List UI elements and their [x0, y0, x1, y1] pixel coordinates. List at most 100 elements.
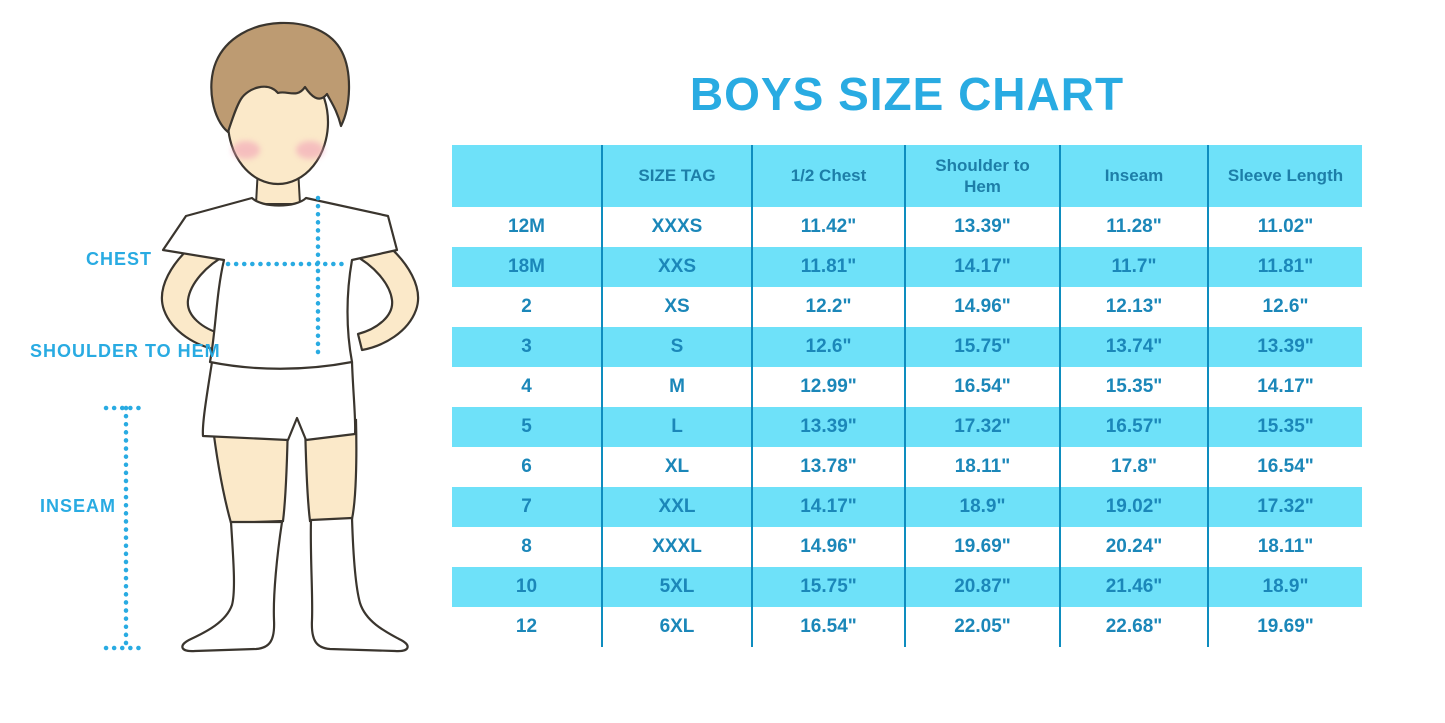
value-cell: XXL: [601, 487, 752, 527]
value-cell: 12.6": [751, 327, 905, 367]
value-cell: 16.54": [1207, 447, 1362, 487]
value-cell: XXS: [601, 247, 752, 287]
table-row: 7 XXL 14.17" 18.9" 19.02" 17.32": [452, 487, 1362, 527]
value-cell: 6XL: [601, 607, 752, 647]
value-cell: 18.9": [1207, 567, 1362, 607]
value-cell: 19.69": [904, 527, 1060, 567]
size-cell: 12: [515, 616, 538, 637]
value-cell: 22.05": [904, 607, 1060, 647]
value-cell: 20.87": [904, 567, 1060, 607]
size-cell: 4: [521, 376, 532, 397]
table-row: 6 XL 13.78" 18.11" 17.8" 16.54": [452, 447, 1362, 487]
value-cell: 13.78": [751, 447, 905, 487]
figure-right-arm: [350, 240, 420, 352]
value-cell: 13.39": [751, 407, 905, 447]
value-cell: 16.57": [1059, 407, 1208, 447]
figure-left-leg: [210, 418, 290, 525]
value-cell: 19.02": [1059, 487, 1208, 527]
figure-right-sock: [309, 516, 409, 653]
value-cell: 20.24": [1059, 527, 1208, 567]
shoulder-to-hem-label: SHOULDER TO HEM: [30, 341, 221, 361]
value-cell: 11.7": [1059, 247, 1208, 287]
value-cell: 17.8": [1059, 447, 1208, 487]
value-cell: 18.11": [1207, 527, 1362, 567]
value-cell: 19.69": [1207, 607, 1362, 647]
value-cell: 11.42": [751, 207, 905, 247]
size-table: SIZE TAG 1/2 Chest Shoulder to Hem Inseam Sl…: [452, 145, 1362, 647]
value-cell: 13.39": [1207, 327, 1362, 367]
header-cell: SIZE TAG: [601, 145, 752, 207]
table-row: 2 XS 12.2" 14.96" 12.13" 12.6": [452, 287, 1362, 327]
size-cell: 3: [452, 327, 602, 367]
inseam-label: INSEAM: [40, 496, 117, 516]
value-cell: 12.2": [751, 287, 905, 327]
value-cell: 18.9": [904, 487, 1060, 527]
header-cell: Shoulder to Hem: [904, 145, 1060, 207]
value-cell: 12.13": [1059, 287, 1208, 327]
header-cell-empty: [452, 145, 602, 207]
header-cell: Sleeve Length: [1207, 145, 1362, 207]
size-cell: 2: [521, 296, 532, 317]
value-cell: XL: [601, 447, 752, 487]
value-cell: 17.32": [1207, 487, 1362, 527]
size-cell: 12M: [508, 216, 545, 237]
table-row: 8 XXXL 14.96" 19.69" 20.24" 18.11": [452, 527, 1362, 567]
figure-shirt: [161, 196, 399, 370]
value-cell: 21.46": [1059, 567, 1208, 607]
figure-left-sock: [181, 520, 284, 653]
value-cell: 5XL: [601, 567, 752, 607]
value-cell: 15.75": [751, 567, 905, 607]
value-cell: 15.75": [904, 327, 1060, 367]
value-cell: 14.17": [904, 247, 1060, 287]
value-cell: 11.28": [1059, 207, 1208, 247]
size-cell: 5: [452, 407, 602, 447]
value-cell: M: [601, 367, 752, 407]
value-cell: 12.6": [1207, 287, 1362, 327]
header-row: SIZE TAG 1/2 Chest Shoulder to Hem Inseam Sl…: [452, 145, 1362, 207]
size-cell: 10: [452, 567, 602, 607]
value-cell: 14.96": [904, 287, 1060, 327]
value-cell: 11.81": [1207, 247, 1362, 287]
size-cell: 7: [452, 487, 602, 527]
figure-blush-left: [232, 141, 260, 159]
table-row: 18M XXS 11.81" 14.17" 11.7" 11.81": [452, 247, 1362, 287]
table-row: 3 S 12.6" 15.75" 13.74" 13.39": [452, 327, 1362, 367]
table-row: 4 M 12.99" 16.54" 15.35" 14.17": [452, 367, 1362, 407]
value-cell: 22.68": [1059, 607, 1208, 647]
header-cell: Inseam: [1059, 145, 1208, 207]
chest-label: CHEST: [86, 249, 153, 269]
table-row: 5 L 13.39" 17.32" 16.57" 15.35": [452, 407, 1362, 447]
value-cell: 12.99": [751, 367, 905, 407]
boy-illustration: [103, 21, 420, 653]
value-cell: 15.35": [1207, 407, 1362, 447]
value-cell: XXXL: [601, 527, 752, 567]
table-body: 12M XXXS 11.42" 13.39" 11.28" 11.02" 18M XXS 11.…: [452, 207, 1362, 647]
value-cell: 14.17": [751, 487, 905, 527]
table-row: 12M XXXS 11.42" 13.39" 11.28" 11.02": [452, 207, 1362, 247]
value-cell: L: [601, 407, 752, 447]
size-cell: 6: [521, 456, 532, 477]
size-cell: 8: [521, 536, 532, 557]
page-title: BOYS SIZE CHART: [689, 67, 1125, 120]
value-cell: 17.32": [904, 407, 1060, 447]
size-cell: 18M: [452, 247, 602, 287]
value-cell: 14.17": [1207, 367, 1362, 407]
value-cell: S: [601, 327, 752, 367]
figure-shorts: [201, 360, 357, 442]
value-cell: 13.39": [904, 207, 1060, 247]
value-cell: XXXS: [601, 207, 752, 247]
value-cell: 15.35": [1059, 367, 1208, 407]
value-cell: 16.54": [904, 367, 1060, 407]
value-cell: 11.81": [751, 247, 905, 287]
table-row: 10 5XL 15.75" 20.87" 21.46" 18.9": [452, 567, 1362, 607]
figure-blush-right: [296, 141, 324, 159]
value-cell: 14.96": [751, 527, 905, 567]
value-cell: 18.11": [904, 447, 1060, 487]
value-cell: 13.74": [1059, 327, 1208, 367]
header-cell: 1/2 Chest: [751, 145, 905, 207]
figure-hair: [210, 21, 351, 134]
value-cell: XS: [601, 287, 752, 327]
value-cell: 11.02": [1207, 207, 1362, 247]
value-cell: 16.54": [751, 607, 905, 647]
table-row: 12 6XL 16.54" 22.05" 22.68" 19.69": [452, 607, 1362, 647]
